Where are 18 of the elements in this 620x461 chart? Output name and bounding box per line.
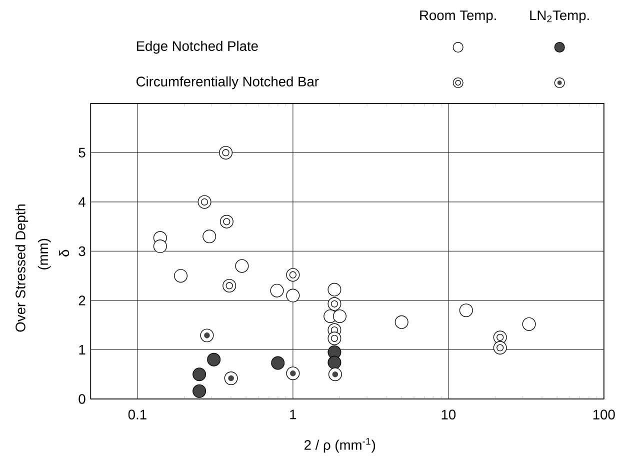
text: (mm) (38, 238, 51, 270)
x-axis-title: 2 / ρ (mm$^{-1}$) (304, 438, 376, 453)
x-tick-label: 100 (593, 410, 615, 420)
text: Edge Notched Plate (136, 40, 258, 54)
y-axis-title: Over Stressed Depth (15, 204, 28, 332)
x-tick-label: 0.1 (128, 410, 146, 420)
y-tick-label: 5 (78, 148, 86, 158)
text: δ (58, 250, 70, 256)
y-tick-label: 2 (78, 296, 86, 306)
text: Circumferentially Notched Bar (136, 76, 319, 90)
y-tick-label: 0 (78, 394, 86, 404)
text: LN$_{2}$Temp. (530, 10, 589, 23)
y-tick-label: 3 (78, 246, 86, 256)
x-tick-label: 1 (290, 410, 296, 420)
y-tick-label: 4 (78, 197, 86, 207)
x-tick-label: 10 (442, 410, 456, 420)
y-tick-label: 1 (79, 344, 86, 354)
text: Room Temp. (420, 10, 496, 23)
